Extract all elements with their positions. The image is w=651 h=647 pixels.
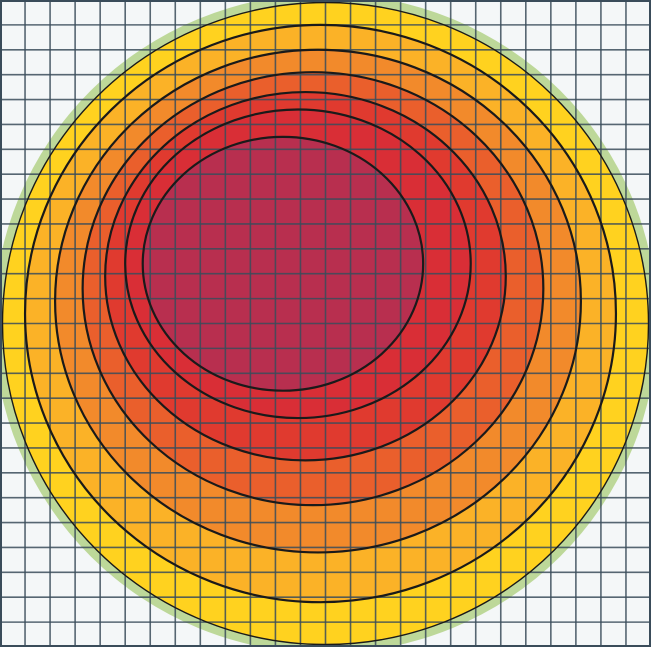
contour-line-7: [141, 135, 425, 392]
contour-band-7: [142, 136, 424, 391]
contour-line-6: [124, 108, 472, 420]
contour-line-3: [53, 48, 582, 554]
contour-line-4: [81, 71, 545, 507]
contour-line-5: [104, 90, 507, 462]
contour-line-2: [23, 23, 618, 604]
